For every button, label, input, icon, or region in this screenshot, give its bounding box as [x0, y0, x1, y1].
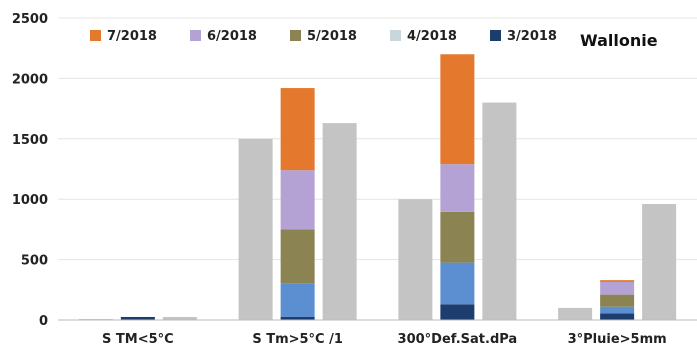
y-tick-label: 2000	[12, 72, 48, 87]
stacked-segment	[440, 164, 475, 212]
stacked-segment	[280, 170, 315, 230]
legend-swatch	[390, 30, 401, 41]
gridlines	[58, 17, 697, 261]
reference-bar-left	[558, 307, 593, 320]
stacked-segment	[440, 54, 475, 165]
stacked-segment	[600, 294, 635, 307]
y-tick-label: 2500	[12, 12, 48, 27]
stacked-segment	[600, 313, 635, 320]
x-tick-label: S TM<5°C	[102, 332, 174, 347]
stacked-segment	[120, 316, 155, 320]
legend-label: 4/2018	[407, 29, 457, 44]
legend-swatch	[290, 30, 301, 41]
legend-swatch	[90, 30, 101, 41]
x-tick-label: 300°Def.Sat.dPa	[398, 332, 518, 347]
y-tick-label: 0	[39, 314, 48, 329]
legend-swatch	[490, 30, 501, 41]
stacked-segment	[280, 316, 315, 320]
legend-label: 6/2018	[207, 29, 257, 44]
legend-label: 3/2018	[507, 29, 557, 44]
stacked-segment	[440, 304, 475, 320]
x-tick-label: S Tm>5°C /1	[252, 332, 343, 347]
reference-bar-right	[162, 316, 197, 320]
chart-title: Wallonie	[580, 31, 658, 50]
legend-label: 7/2018	[107, 29, 157, 44]
legend: 7/2018 6/2018 5/2018 4/2018 3/2018	[90, 29, 557, 44]
stacked-segment	[280, 283, 315, 317]
reference-bar-left	[398, 199, 433, 320]
y-tick-label: 1000	[12, 193, 48, 208]
reference-bar-right	[482, 102, 517, 320]
x-tick-label: 3°Pluie>5mm	[568, 332, 667, 347]
reference-bar-right	[322, 123, 357, 320]
y-axis-ticks: 0 500 1000 1500 2000 2500	[12, 12, 48, 329]
reference-bar-left	[238, 138, 273, 320]
legend-label: 5/2018	[307, 29, 357, 44]
stacked-segment	[440, 262, 475, 305]
stacked-segment	[600, 306, 635, 314]
stacked-segment	[280, 229, 315, 284]
stacked-segment	[280, 88, 315, 171]
reference-bar-right	[642, 204, 677, 320]
y-tick-label: 500	[21, 254, 48, 269]
legend-swatch	[190, 30, 201, 41]
stacked-segment	[600, 280, 635, 282]
bars	[78, 54, 677, 320]
stacked-segment	[600, 281, 635, 295]
x-axis-ticks: S TM<5°C S Tm>5°C /1 300°Def.Sat.dPa 3°Plui…	[102, 332, 667, 347]
y-tick-label: 1500	[12, 133, 48, 148]
stacked-segment	[440, 211, 475, 263]
